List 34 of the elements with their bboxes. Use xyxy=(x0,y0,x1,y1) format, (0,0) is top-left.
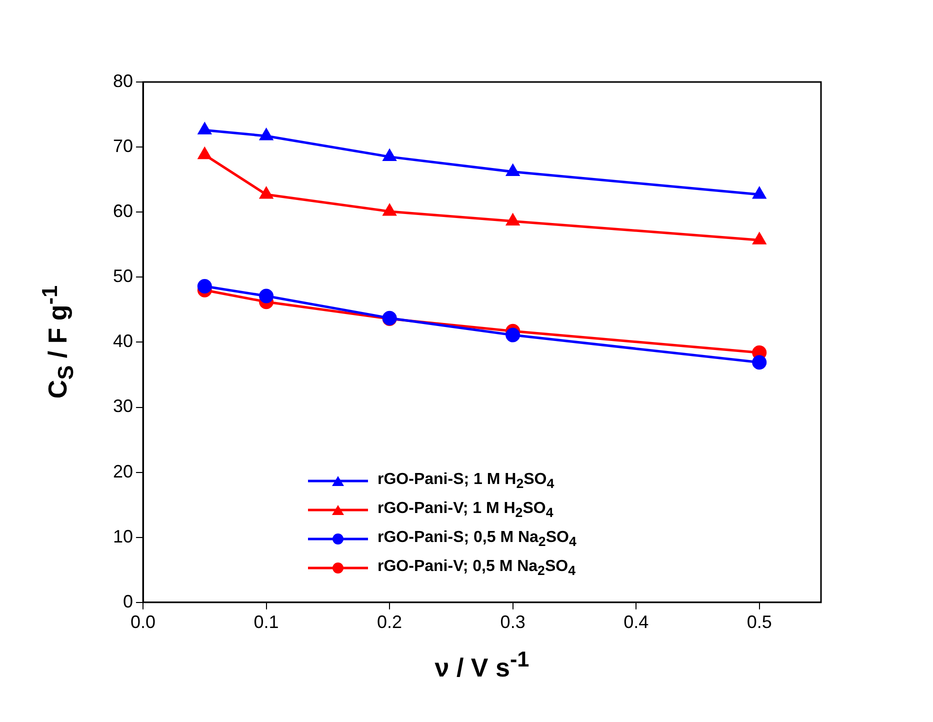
point xyxy=(752,232,766,244)
point xyxy=(383,150,396,162)
x-tick-label: 0.2 xyxy=(377,612,402,632)
point xyxy=(752,355,767,370)
point xyxy=(506,328,520,342)
y-tick-label: 60 xyxy=(112,201,134,222)
y-tick-label: 0 xyxy=(123,591,134,612)
y-tick-label: 20 xyxy=(112,461,134,482)
y-tick-label: 10 xyxy=(112,526,134,546)
y-tick-label: 50 xyxy=(112,266,134,286)
legend-label: rGO-Pani-V; 0,5 M Na$_{2}$SO$_{4}$ xyxy=(378,558,576,578)
y-tick-label: 70 xyxy=(112,136,134,156)
y-tick-label: 80 xyxy=(112,70,134,91)
point xyxy=(506,164,520,176)
point xyxy=(383,204,396,216)
legend-label: rGO-Pani-V; 1 M H$_{2}$SO$_{4}$ xyxy=(378,500,554,520)
point xyxy=(259,288,274,304)
point xyxy=(197,279,212,294)
y-tick-label: 40 xyxy=(112,331,134,352)
point xyxy=(198,148,212,160)
x-tick-label: 0.1 xyxy=(254,612,279,632)
legend-label: rGO-Pani-S; 0,5 M Na$_{2}$SO$_{4}$ xyxy=(378,528,576,549)
x-tick-label: 0.3 xyxy=(500,612,526,632)
x-tick-label: 0.4 xyxy=(624,612,649,632)
point xyxy=(198,122,212,134)
point xyxy=(260,128,273,140)
x-axis-title: ν / V s$^{-1}$ xyxy=(434,647,530,684)
point xyxy=(752,187,766,199)
point xyxy=(506,214,520,226)
y-tick-label: 30 xyxy=(112,396,134,416)
legend-label: rGO-Pani-S; 1 M H$_{2}$SO$_{4}$ xyxy=(378,470,554,491)
x-tick-label: 0.5 xyxy=(746,612,772,632)
x-tick-label: 0.0 xyxy=(130,612,156,632)
point xyxy=(260,187,273,199)
